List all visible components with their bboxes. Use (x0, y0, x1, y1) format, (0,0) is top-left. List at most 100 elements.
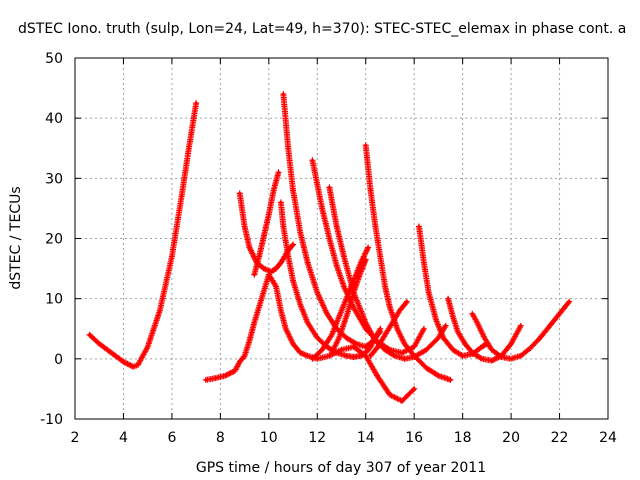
series-9 (362, 142, 454, 383)
data-point (519, 324, 523, 328)
data-point (279, 261, 283, 265)
series-layer (86, 91, 573, 404)
data-point (383, 285, 387, 289)
data-point (538, 336, 542, 340)
data-point (393, 354, 397, 358)
data-point (214, 376, 218, 380)
data-point (482, 336, 486, 340)
data-point (490, 348, 494, 352)
data-point (243, 354, 247, 358)
data-point (567, 300, 571, 304)
data-point (315, 182, 319, 186)
data-point (378, 255, 382, 259)
data-point (354, 342, 358, 346)
data-point (444, 324, 448, 328)
data-point (340, 309, 343, 313)
data-point (342, 285, 346, 289)
data-point (315, 291, 319, 295)
series-14 (328, 256, 369, 356)
data-point (364, 143, 368, 147)
series-10-markers (416, 223, 490, 359)
data-point (369, 354, 373, 358)
data-point (405, 300, 409, 304)
data-point (451, 315, 455, 319)
data-point (364, 351, 368, 355)
data-point (327, 237, 331, 240)
y-tick-label: 40 (45, 111, 63, 127)
y-tick-label: 10 (45, 292, 63, 308)
data-point (402, 342, 406, 346)
y-axis-label: dSTEC / TECUs (8, 186, 24, 289)
data-point (260, 297, 264, 301)
x-tick-label: 8 (216, 430, 225, 446)
data-point (509, 342, 513, 346)
data-point (519, 354, 523, 358)
data-point (335, 351, 339, 355)
x-tick-label: 4 (119, 430, 128, 446)
data-point (388, 393, 392, 397)
data-point (449, 378, 453, 382)
data-point (320, 348, 324, 352)
data-point (344, 336, 348, 340)
data-point (417, 224, 421, 228)
data-point (306, 354, 310, 358)
data-point (272, 188, 276, 192)
data-point (286, 146, 290, 150)
data-point (364, 321, 368, 325)
data-point (558, 312, 562, 316)
data-point (320, 206, 324, 210)
data-point (121, 360, 125, 364)
data-point (335, 224, 339, 228)
data-point (364, 345, 368, 349)
data-point (335, 264, 339, 268)
data-point (383, 348, 387, 352)
data-point (480, 345, 484, 349)
data-point (446, 297, 450, 301)
series-6 (280, 91, 384, 350)
data-point (480, 357, 484, 361)
x-tick-label: 14 (357, 430, 375, 446)
data-point (422, 261, 426, 265)
data-point (279, 200, 283, 204)
data-point (97, 342, 101, 346)
data-point (475, 321, 479, 325)
data-point (359, 270, 363, 274)
x-tick-label: 22 (551, 430, 569, 446)
data-point (315, 336, 319, 340)
data-point (463, 342, 467, 346)
data-point (436, 374, 440, 378)
data-point (194, 101, 198, 105)
data-point (170, 255, 174, 259)
x-tick-label: 2 (71, 430, 80, 446)
data-point (364, 258, 368, 262)
data-point (325, 312, 329, 316)
y-tick-label: 30 (45, 171, 63, 187)
data-point (306, 261, 310, 265)
data-point (398, 309, 402, 313)
data-point (223, 374, 227, 378)
series-13 (309, 244, 372, 362)
data-point (291, 243, 295, 247)
data-point (286, 255, 290, 259)
data-point (388, 306, 392, 310)
data-point (281, 224, 285, 228)
series-12 (469, 298, 573, 362)
data-point (383, 333, 387, 337)
data-point (327, 185, 331, 189)
data-point (369, 188, 373, 192)
data-point (412, 345, 416, 349)
data-point (470, 312, 474, 316)
data-point (490, 359, 494, 363)
data-point (424, 348, 428, 352)
data-point (233, 369, 237, 373)
data-point (136, 363, 140, 367)
x-tick-label: 18 (454, 430, 472, 446)
data-point (402, 357, 406, 361)
data-point (204, 378, 208, 382)
data-point (441, 336, 445, 340)
y-tick-label: 0 (54, 352, 63, 368)
data-point (298, 230, 302, 234)
data-point (291, 279, 295, 283)
data-point (390, 321, 394, 325)
